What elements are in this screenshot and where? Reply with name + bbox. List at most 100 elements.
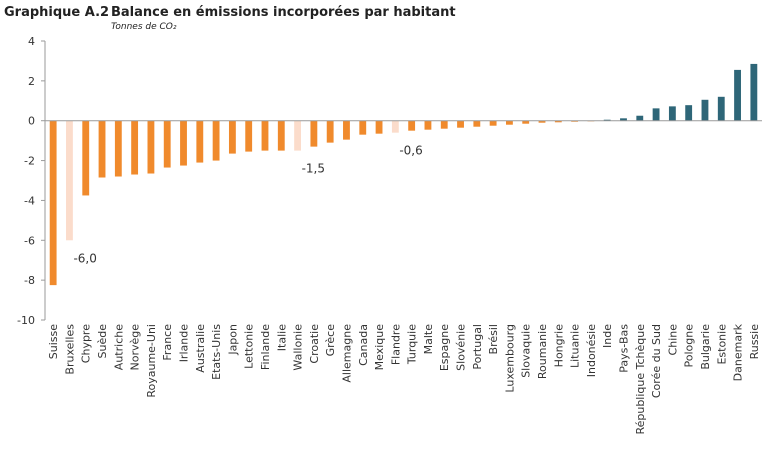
bar <box>668 106 676 121</box>
y-tick-label: 4 <box>28 35 35 48</box>
bar <box>326 120 334 143</box>
chart-title: Balance en émissions incorporées par hab… <box>111 5 456 20</box>
bar <box>457 120 464 128</box>
x-tick-label: République Tchèque <box>634 324 647 435</box>
x-tick-label: Espagne <box>438 324 451 371</box>
bar <box>310 120 318 147</box>
bar <box>163 120 171 168</box>
bar <box>196 120 204 163</box>
x-tick-label: Malte <box>422 324 435 355</box>
x-tick-label: Brésil <box>487 324 500 354</box>
y-tick-label: 2 <box>28 75 35 88</box>
bar <box>750 63 758 121</box>
x-tick-label: Japon <box>226 324 239 356</box>
bar <box>49 120 57 286</box>
bar <box>294 120 302 151</box>
x-tick-label: Portugal <box>471 324 484 370</box>
bar <box>734 69 741 121</box>
bar <box>522 120 530 124</box>
bar <box>636 115 644 121</box>
x-tick-label: Canada <box>357 324 370 366</box>
bar <box>440 120 448 129</box>
bar <box>359 120 367 135</box>
x-tick-label: Corée du Sud <box>650 324 663 398</box>
x-tick-label: Russie <box>748 324 761 360</box>
bar <box>717 96 725 121</box>
x-tick-label: Slovénie <box>455 324 468 371</box>
chart-heading: Graphique A.2 Balance en émissions incorp… <box>4 5 456 20</box>
chart-number: Graphique A.2 <box>4 5 110 20</box>
data-label: -1,5 <box>302 162 325 176</box>
x-tick-label: Allemagne <box>340 324 353 383</box>
data-label: -6,0 <box>73 251 96 265</box>
bar <box>66 120 73 241</box>
x-tick-label: Wallonie <box>292 324 305 371</box>
x-tick-label: Croatie <box>308 324 321 364</box>
x-tick-label: Finlande <box>259 324 272 370</box>
x-tick-label: Suisse <box>47 324 60 359</box>
chart-units: Tonnes de CO₂ <box>111 22 177 32</box>
bar <box>652 108 660 121</box>
bar <box>131 120 139 175</box>
bar <box>505 120 513 125</box>
x-tick-label: Norvège <box>129 324 142 371</box>
x-tick-label: Autriche <box>112 324 125 370</box>
x-tick-label: Etats-Unis <box>210 324 223 380</box>
bar <box>212 120 220 161</box>
x-tick-label: Indonésie <box>585 324 598 377</box>
bar <box>147 120 155 174</box>
x-tick-label: Australie <box>194 324 207 373</box>
bar <box>82 120 90 196</box>
y-tick-label: 0 <box>28 115 35 128</box>
bar <box>473 120 481 127</box>
x-tick-label: Pologne <box>683 324 696 368</box>
y-tick-label: -8 <box>24 274 35 287</box>
x-tick-label: Danemark <box>732 323 745 381</box>
bar <box>261 120 269 151</box>
x-tick-label: Mexique <box>373 324 386 371</box>
x-tick-label: Bulgarie <box>699 324 712 370</box>
bar <box>98 120 106 178</box>
bar <box>554 120 562 123</box>
bar <box>114 120 122 177</box>
x-tick-label: Luxembourg <box>503 324 516 393</box>
x-tick-label: Grèce <box>324 324 337 357</box>
x-tick-label: Estonie <box>715 324 728 365</box>
x-tick-label: Turquie <box>406 324 419 365</box>
bar <box>538 120 546 123</box>
x-tick-label: Hongrie <box>552 324 565 368</box>
bar <box>343 120 350 140</box>
x-tick-label: Royaume-Uni <box>145 324 158 398</box>
bar <box>701 99 709 121</box>
x-tick-label: Slovaquie <box>520 324 533 378</box>
x-tick-label: Bruxelles <box>63 324 76 375</box>
y-tick-label: -10 <box>17 314 35 327</box>
x-tick-label: Irlande <box>178 324 191 363</box>
bar <box>424 120 432 130</box>
bar <box>228 120 236 154</box>
bar <box>408 120 416 131</box>
x-tick-label: Chypre <box>80 324 93 363</box>
bar <box>375 120 383 134</box>
x-tick-label: Suède <box>96 324 109 359</box>
bar <box>277 120 285 151</box>
x-tick-label: Lettonie <box>243 324 256 369</box>
bar <box>489 120 497 126</box>
x-tick-label: Italie <box>275 324 288 351</box>
data-label: -0,6 <box>399 144 422 158</box>
x-tick-label: France <box>161 324 174 361</box>
y-tick-label: -2 <box>24 155 35 168</box>
bar <box>620 118 627 121</box>
bar <box>391 120 399 133</box>
x-tick-label: Inde <box>601 324 614 348</box>
x-tick-label: Roumanie <box>536 324 549 379</box>
y-tick-label: -4 <box>24 194 35 207</box>
x-tick-label: Chine <box>666 324 679 356</box>
bar <box>180 120 187 166</box>
bar <box>685 105 693 121</box>
x-tick-label: Lituanie <box>569 324 582 368</box>
x-tick-label: Pays-Bas <box>617 324 630 373</box>
x-tick-label: Flandre <box>389 324 402 365</box>
y-tick-label: -6 <box>24 234 35 247</box>
